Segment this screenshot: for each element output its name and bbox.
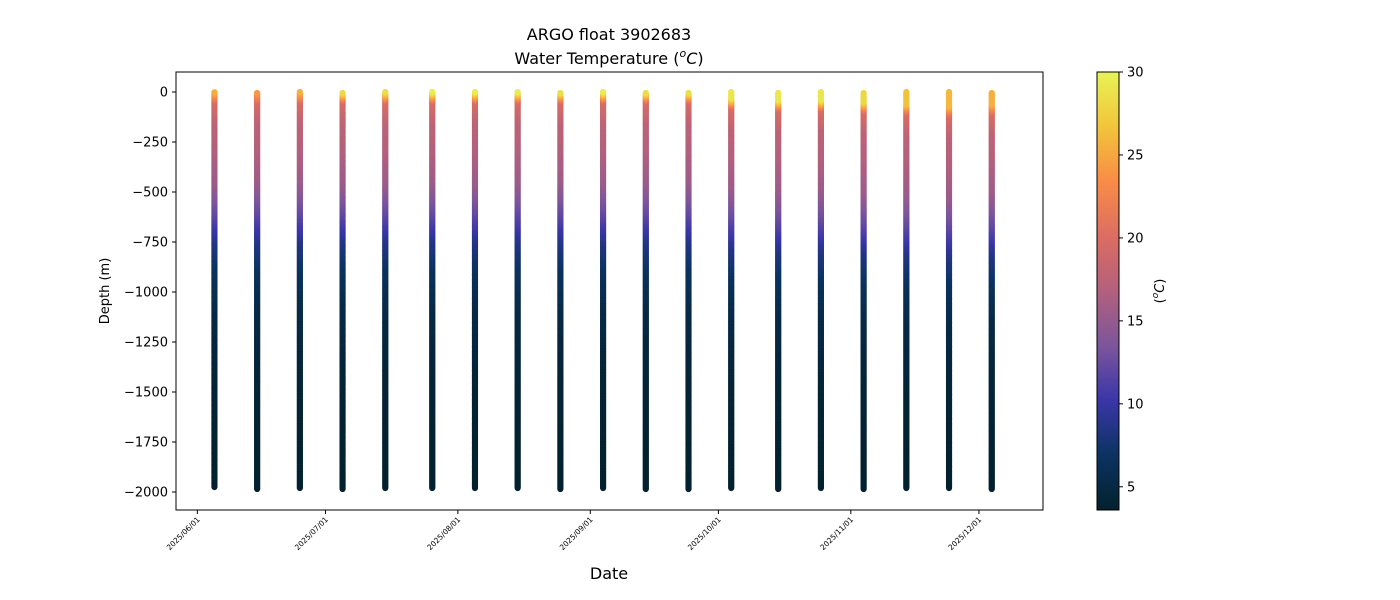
profile-point <box>254 89 261 97</box>
profile-2025-07-05 <box>339 89 346 493</box>
profile-2025-08-25 <box>557 89 564 493</box>
profile-point <box>557 89 564 97</box>
profile-point <box>642 89 649 97</box>
profile-point <box>211 89 218 96</box>
profile-point <box>599 88 607 96</box>
profile-point <box>514 88 521 96</box>
profile-2025-10-25 <box>817 88 825 492</box>
chart-subtitle-suffix: ) <box>697 49 703 68</box>
chart-subtitle-unit-sup: o <box>679 47 686 60</box>
profile-2025-07-15 <box>382 88 389 492</box>
plot-area <box>211 88 995 493</box>
chart-subtitle: Water Temperature (oC) <box>514 47 703 68</box>
profile-2025-10-04 <box>728 88 735 492</box>
profile-point <box>775 89 782 97</box>
profile-2025-06-25 <box>296 88 303 492</box>
profile-point <box>728 88 735 96</box>
chart-subtitle-prefix: Water Temperature ( <box>514 49 679 68</box>
profile-2025-08-15 <box>514 88 521 492</box>
profile-point <box>685 89 692 97</box>
profile-2025-11-04 <box>860 89 867 493</box>
profile-point <box>296 88 303 96</box>
chart-title: ARGO float 3902683 <box>527 25 691 44</box>
profile-2025-10-15 <box>775 89 782 493</box>
chart-subtitle-unit-letter: C <box>686 49 698 68</box>
profile-2025-08-05 <box>471 88 479 492</box>
profile-point <box>339 89 346 97</box>
profile-2025-06-05 <box>211 89 218 491</box>
profile-point <box>382 88 389 96</box>
profile-2025-09-24 <box>685 89 692 493</box>
profile-point <box>471 88 479 96</box>
profile-point <box>429 88 436 96</box>
profile-2025-06-15 <box>254 89 261 493</box>
profile-2025-07-26 <box>429 88 436 492</box>
profile-2025-09-14 <box>642 89 649 493</box>
profile-point <box>817 88 825 96</box>
profile-2025-09-04 <box>599 88 607 492</box>
